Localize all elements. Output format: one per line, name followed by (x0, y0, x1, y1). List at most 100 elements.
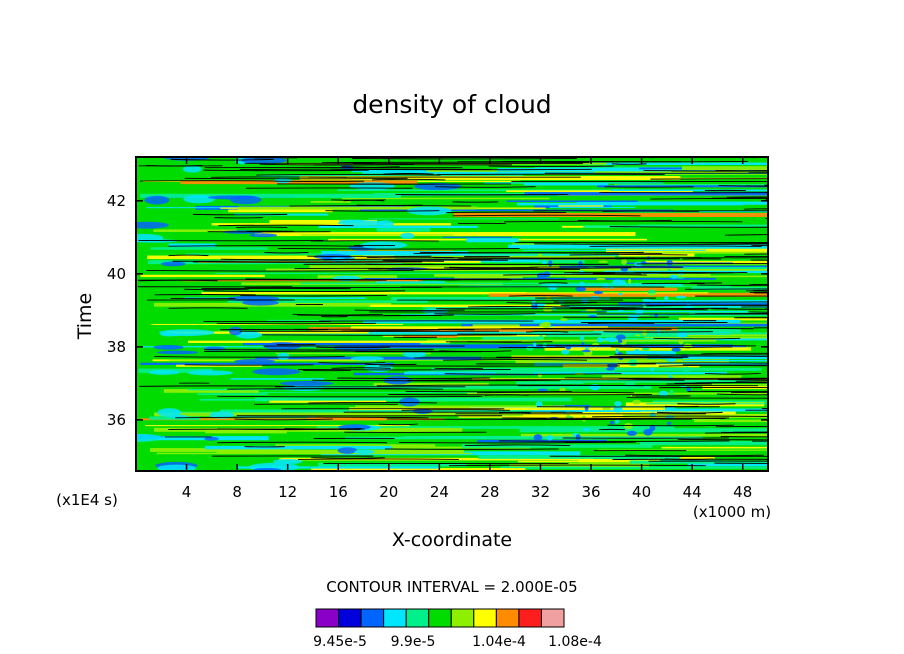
field-streak (629, 460, 768, 464)
field-streak (318, 462, 467, 467)
field-cell (615, 348, 619, 354)
contour-line (725, 234, 768, 236)
field-cell (642, 329, 647, 336)
field-patch (337, 447, 358, 454)
field-streak (402, 334, 458, 338)
contour-line (464, 444, 571, 447)
field-streak (391, 297, 610, 301)
colorbar-swatch (495, 608, 520, 628)
contour-line (611, 163, 647, 165)
contour-line (264, 252, 309, 254)
field-streak (188, 388, 291, 391)
contour-line (239, 168, 492, 171)
field-streak (230, 378, 325, 380)
field-streak (168, 243, 216, 248)
field-streak (235, 333, 431, 336)
field-cell (618, 292, 623, 296)
field-streak (426, 169, 748, 174)
field-streak (474, 285, 685, 288)
x-tick-label: 12 (278, 483, 297, 501)
field-streak (401, 314, 682, 316)
contour-line (236, 226, 288, 228)
field-streak (541, 284, 683, 287)
field-cell (621, 258, 628, 265)
field-streak (211, 391, 486, 393)
field-streak (375, 281, 446, 284)
colorbar-swatch (450, 608, 475, 628)
field-streak (522, 249, 706, 251)
field-streak (318, 225, 478, 229)
field-streak (360, 209, 674, 212)
field-streak (515, 359, 729, 364)
field-streak (362, 171, 595, 174)
field-cell (683, 343, 693, 350)
contour-line (168, 254, 209, 257)
contour-line (735, 380, 768, 382)
field-streak (180, 180, 418, 185)
field-streak (300, 234, 453, 236)
field-streak (488, 292, 768, 297)
field-streak (684, 384, 768, 386)
field-streak (351, 169, 469, 173)
x-tick-label: 20 (379, 483, 398, 501)
field-streak (681, 166, 768, 171)
field-streak (616, 184, 768, 186)
y-axis-label: Time (74, 293, 96, 341)
field-streak (337, 189, 627, 192)
field-patch (148, 370, 180, 375)
colorbar-label: 9.45e-5 (313, 634, 367, 650)
field-cell (667, 268, 671, 272)
contour-line (331, 367, 391, 369)
contour-line (618, 378, 768, 380)
field-streak (519, 428, 768, 433)
field-patch (399, 397, 420, 407)
contour-line (526, 331, 569, 333)
field-cell (667, 421, 672, 426)
contour-line (218, 224, 354, 227)
colorbar-swatch (405, 608, 430, 628)
field-streak (355, 405, 565, 407)
field-streak (520, 433, 768, 437)
colorbar-label: 9.9e-5 (391, 634, 436, 650)
y-tick-label: 38 (107, 338, 126, 356)
field-patch (158, 329, 215, 336)
field-cell (531, 299, 536, 305)
field-streak (426, 339, 717, 342)
y-tick-label: 42 (107, 192, 126, 210)
field-streak (156, 452, 472, 455)
field-streak (618, 301, 768, 306)
field-streak (661, 446, 768, 449)
contour-line (407, 379, 685, 381)
field-streak (472, 324, 520, 328)
field-cell (606, 337, 618, 343)
colorbar-swatch (338, 608, 362, 628)
x-tick-label: 44 (683, 483, 702, 501)
contour-line (383, 173, 434, 175)
field-patch (421, 308, 449, 315)
contour-line (170, 158, 274, 161)
field-streak (204, 445, 392, 450)
field-cell (533, 341, 537, 348)
field-streak (459, 411, 736, 416)
field-patch (136, 433, 163, 442)
contour-line (371, 178, 446, 181)
contour-line (401, 409, 511, 411)
field-cell (581, 349, 591, 353)
field-cell (615, 419, 620, 424)
x-tick-label: 48 (733, 483, 752, 501)
contour-line (592, 415, 768, 418)
contour-line (625, 454, 764, 457)
plot-frame (135, 156, 769, 472)
field-cell (641, 347, 650, 351)
field-streak (649, 299, 768, 304)
field-patch (273, 458, 303, 465)
contour-line (716, 393, 768, 396)
contour-line (220, 328, 475, 331)
field-patch (144, 195, 170, 205)
field-streak (373, 382, 489, 387)
field-streak (407, 370, 616, 373)
field-streak (269, 400, 387, 403)
field-streak (431, 367, 762, 371)
contour-line (435, 186, 536, 188)
field-streak (201, 291, 526, 295)
